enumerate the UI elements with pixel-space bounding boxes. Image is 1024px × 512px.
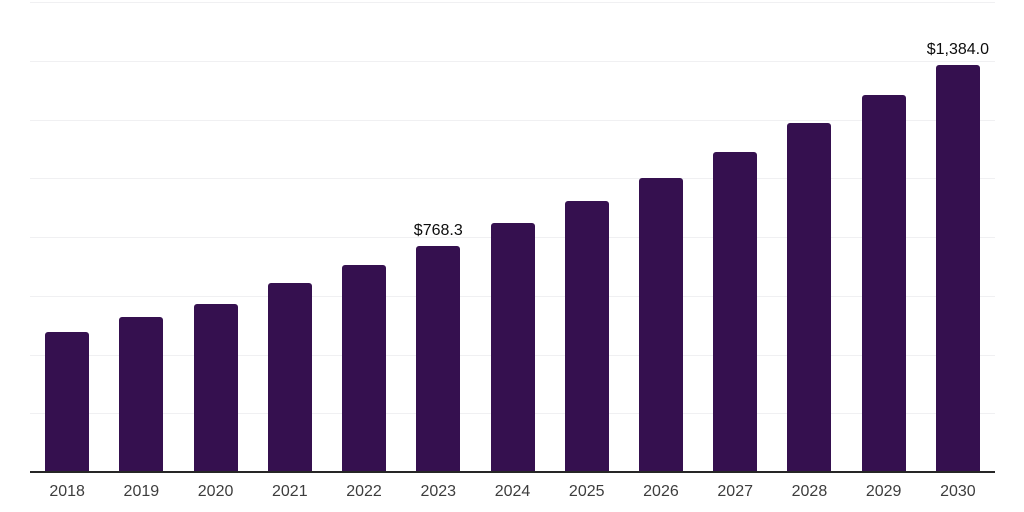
x-tick-2024: 2024: [494, 483, 531, 500]
x-tick-2018: 2018: [49, 483, 85, 500]
bar-2018[interactable]: [45, 332, 90, 472]
x-tick-2022: 2022: [346, 483, 382, 500]
bar-2023[interactable]: [416, 246, 461, 472]
x-tick-2028: 2028: [791, 483, 828, 500]
gridline-1000: [30, 178, 995, 180]
gridline-1200: [30, 119, 995, 121]
bar-2030[interactable]: [935, 65, 980, 472]
bar-2024[interactable]: [490, 222, 535, 472]
plot-area: $768.3 $1,384.0: [30, 2, 995, 472]
x-tick-2021: 2021: [272, 483, 308, 500]
x-axis: 2018 2019 2020 2021 2022 2023 2024 2025 2026 2027…: [30, 484, 995, 506]
bar-2019[interactable]: [119, 316, 164, 472]
bar-2022[interactable]: [342, 264, 387, 472]
x-tick-2027: 2027: [717, 483, 753, 500]
gridline-1400: [30, 60, 995, 62]
bar-2025[interactable]: [564, 201, 609, 472]
data-label-2023: $768.3: [413, 222, 463, 240]
bar-2021[interactable]: [267, 283, 312, 472]
data-label-2030: $1,384.0: [926, 41, 990, 59]
gridline-1600: [30, 2, 995, 3]
bar-2027[interactable]: [713, 152, 758, 472]
x-tick-2020: 2020: [197, 483, 234, 500]
bar-2029[interactable]: [861, 95, 906, 472]
x-tick-2019: 2019: [123, 483, 160, 500]
bar-2026[interactable]: [638, 177, 683, 472]
bar-2028[interactable]: [787, 123, 832, 472]
x-tick-2030: 2030: [940, 483, 976, 500]
x-tick-2025: 2025: [568, 483, 605, 500]
x-tick-2026: 2026: [643, 483, 679, 500]
x-axis-line: [30, 471, 995, 473]
x-tick-2029: 2029: [865, 483, 902, 500]
x-tick-2023: 2023: [420, 483, 457, 500]
bar-2020[interactable]: [193, 303, 238, 472]
